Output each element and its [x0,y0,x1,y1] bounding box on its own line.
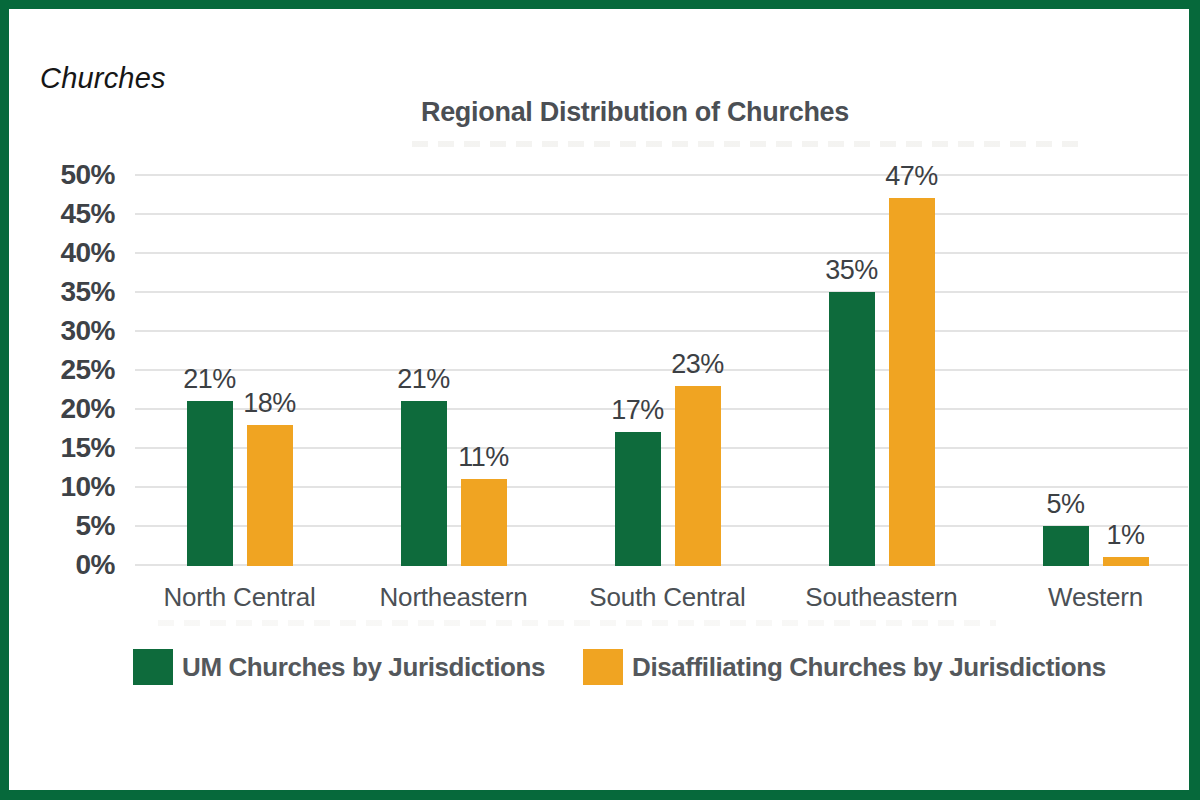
chart-page: { "page": { "corner_label": "Churches" }… [0,0,1200,800]
bar-value-label: 21% [359,364,489,395]
y-axis-tick-45%: 45% [30,199,115,229]
bar-um-south-central [615,432,661,566]
legend-label: UM Churches by Jurisdictions [182,652,545,683]
bar-disaffiliating-western [1103,557,1149,566]
legend-swatch-green [133,649,173,685]
y-axis-tick-30%: 30% [30,316,115,346]
bar-disaffiliating-northeastern [461,479,507,566]
x-axis-category-south-central: South Central [561,582,775,613]
legend-item-um-churches: UM Churches by Jurisdictions [133,649,545,685]
y-axis-tick-50%: 50% [30,160,115,190]
y-axis-tick-40%: 40% [30,238,115,268]
gridline-15% [135,447,1188,449]
y-axis-tick-0%: 0% [30,550,115,580]
gridline-35% [135,291,1188,293]
bar-value-label: 23% [633,349,763,380]
bar-um-north-central [187,401,233,566]
gridline-0% [135,564,1188,566]
y-axis-tick-5%: 5% [30,511,115,541]
bar-um-northeastern [401,401,447,566]
bar-value-label: 17% [573,395,703,426]
bar-value-label: 1% [1061,520,1191,551]
gridline-30% [135,330,1188,332]
bar-um-southeastern [829,292,875,566]
legend-label: Disaffiliating Churches by Jurisdictions [632,652,1106,683]
bar-value-label: 35% [787,255,917,286]
x-axis-category-northeastern: Northeastern [347,582,561,613]
x-axis-category-north-central: North Central [133,582,347,613]
gridline-45% [135,213,1188,215]
bar-disaffiliating-southeastern [889,198,935,566]
y-axis-tick-10%: 10% [30,472,115,502]
bar-value-label: 18% [205,388,335,419]
bar-value-label: 5% [1001,489,1131,520]
y-axis-tick-20%: 20% [30,394,115,424]
gridline-5% [135,525,1188,527]
bar-disaffiliating-north-central [247,425,293,566]
x-axis-category-western: Western [989,582,1200,613]
legend-item-disaffiliating-churches: Disaffiliating Churches by Jurisdictions [583,649,1106,685]
gridline-50% [135,174,1188,176]
gridline-40% [135,252,1188,254]
gridline-10% [135,486,1188,488]
x-axis-category-southeastern: Southeastern [775,582,989,613]
y-axis-tick-15%: 15% [30,433,115,463]
y-axis-tick-35%: 35% [30,277,115,307]
legend-swatch-orange [583,649,623,685]
bar-value-label: 47% [847,161,977,192]
bar-value-label: 11% [419,442,549,473]
y-axis-tick-25%: 25% [30,355,115,385]
